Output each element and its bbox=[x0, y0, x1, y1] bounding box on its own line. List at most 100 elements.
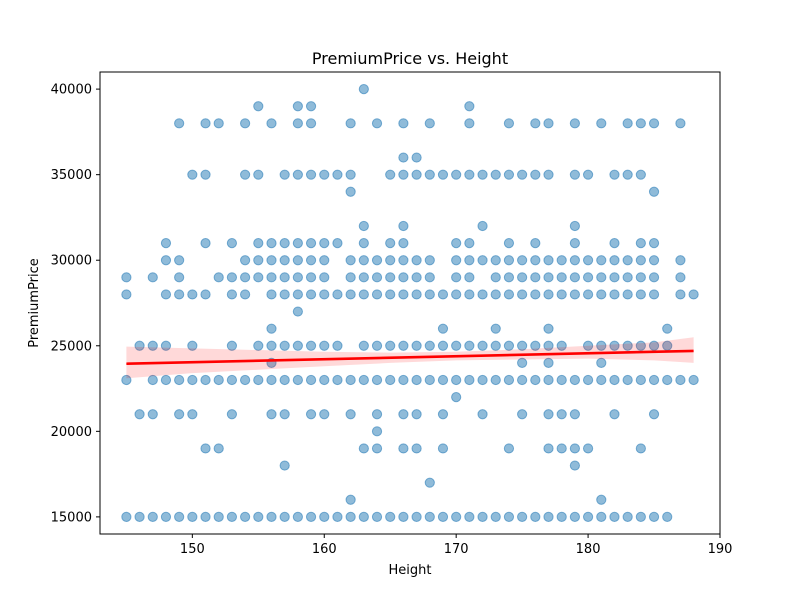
scatter-point bbox=[609, 238, 620, 249]
scatter-point bbox=[490, 272, 501, 283]
scatter-point bbox=[266, 238, 277, 249]
scatter-point bbox=[279, 409, 290, 420]
scatter-point bbox=[305, 169, 317, 180]
scatter-point bbox=[596, 357, 607, 368]
scatter-point bbox=[424, 118, 435, 129]
scatter-point bbox=[635, 511, 646, 522]
scatter-point bbox=[305, 272, 317, 283]
scatter-point bbox=[569, 374, 580, 386]
scatter-point bbox=[266, 118, 277, 129]
scatter-point bbox=[147, 374, 158, 386]
scatter-point bbox=[371, 272, 383, 283]
scatter-point bbox=[543, 323, 554, 334]
scatter-point bbox=[477, 289, 488, 300]
scatter-point bbox=[305, 374, 317, 386]
scatter-point bbox=[371, 255, 383, 266]
scatter-point bbox=[292, 118, 303, 129]
scatter-point bbox=[147, 511, 158, 522]
scatter-point bbox=[503, 272, 515, 283]
scatter-point bbox=[688, 374, 699, 386]
scatter-point bbox=[543, 272, 554, 283]
scatter-point bbox=[319, 289, 330, 300]
scatter-point bbox=[385, 238, 396, 249]
scatter-point bbox=[226, 511, 238, 522]
scatter-point bbox=[503, 238, 515, 249]
scatter-point bbox=[292, 101, 303, 112]
scatter-point bbox=[213, 511, 224, 522]
scatter-point bbox=[648, 289, 660, 300]
scatter-point bbox=[503, 289, 515, 300]
scatter-point bbox=[266, 374, 277, 386]
scatter-point bbox=[266, 272, 277, 283]
scatter-point bbox=[424, 169, 435, 180]
scatter-point bbox=[609, 169, 620, 180]
x-tick-label: 180 bbox=[576, 542, 601, 557]
scatter-point bbox=[582, 272, 594, 283]
scatter-point bbox=[292, 169, 303, 180]
scatter-point bbox=[490, 511, 501, 522]
scatter-point bbox=[385, 272, 396, 283]
scatter-point bbox=[556, 272, 567, 283]
scatter-point bbox=[517, 357, 528, 368]
scatter-point bbox=[266, 340, 277, 351]
scatter-point bbox=[490, 255, 501, 266]
scatter-point bbox=[332, 511, 343, 522]
scatter-point bbox=[503, 511, 515, 522]
scatter-point bbox=[174, 118, 185, 129]
scatter-point bbox=[582, 374, 594, 386]
scatter-point bbox=[451, 169, 462, 180]
scatter-point bbox=[477, 340, 488, 351]
scatter-point bbox=[292, 255, 303, 266]
scatter-point bbox=[556, 409, 567, 420]
scatter-point bbox=[345, 118, 356, 129]
scatter-point bbox=[451, 289, 462, 300]
scatter-point bbox=[490, 169, 501, 180]
scatter-point bbox=[437, 443, 449, 454]
x-axis-label: Height bbox=[389, 563, 432, 578]
x-tick-label: 150 bbox=[180, 542, 205, 557]
scatter-point bbox=[675, 255, 686, 266]
scatter-point bbox=[503, 340, 515, 351]
scatter-point bbox=[371, 374, 383, 386]
scatter-point bbox=[160, 289, 172, 300]
scatter-point bbox=[345, 494, 356, 505]
scatter-point bbox=[543, 443, 554, 454]
scatter-point bbox=[305, 101, 317, 112]
scatter-point bbox=[371, 409, 383, 420]
scatter-point bbox=[596, 255, 607, 266]
scatter-point bbox=[517, 289, 528, 300]
scatter-point bbox=[266, 255, 277, 266]
scatter-point bbox=[266, 289, 277, 300]
scatter-point bbox=[437, 511, 449, 522]
scatter-point bbox=[187, 374, 198, 386]
y-tick-label: 30000 bbox=[51, 254, 92, 269]
chart-title: PremiumPrice vs. Height bbox=[312, 49, 508, 68]
scatter-point bbox=[635, 443, 646, 454]
scatter-point bbox=[424, 340, 435, 351]
scatter-point bbox=[279, 374, 290, 386]
scatter-point bbox=[305, 289, 317, 300]
scatter-point bbox=[411, 289, 422, 300]
scatter-point bbox=[253, 272, 264, 283]
scatter-point bbox=[569, 511, 580, 522]
scatter-point bbox=[451, 272, 462, 283]
scatter-point bbox=[121, 289, 132, 300]
scatter-point bbox=[305, 409, 317, 420]
scatter-point bbox=[543, 169, 554, 180]
scatter-point bbox=[385, 374, 396, 386]
scatter-point bbox=[477, 169, 488, 180]
scatter-point bbox=[174, 374, 185, 386]
y-tick-label: 15000 bbox=[51, 510, 92, 525]
scatter-point bbox=[451, 238, 462, 249]
scatter-point bbox=[200, 289, 211, 300]
scatter-point bbox=[240, 374, 251, 386]
scatter-point bbox=[385, 169, 396, 180]
scatter-point bbox=[569, 460, 580, 471]
scatter-point bbox=[319, 255, 330, 266]
regression-line bbox=[126, 349, 694, 366]
scatter-point bbox=[332, 169, 343, 180]
scatter-point bbox=[226, 340, 238, 351]
scatter-point bbox=[200, 374, 211, 386]
scatter-point bbox=[503, 443, 515, 454]
